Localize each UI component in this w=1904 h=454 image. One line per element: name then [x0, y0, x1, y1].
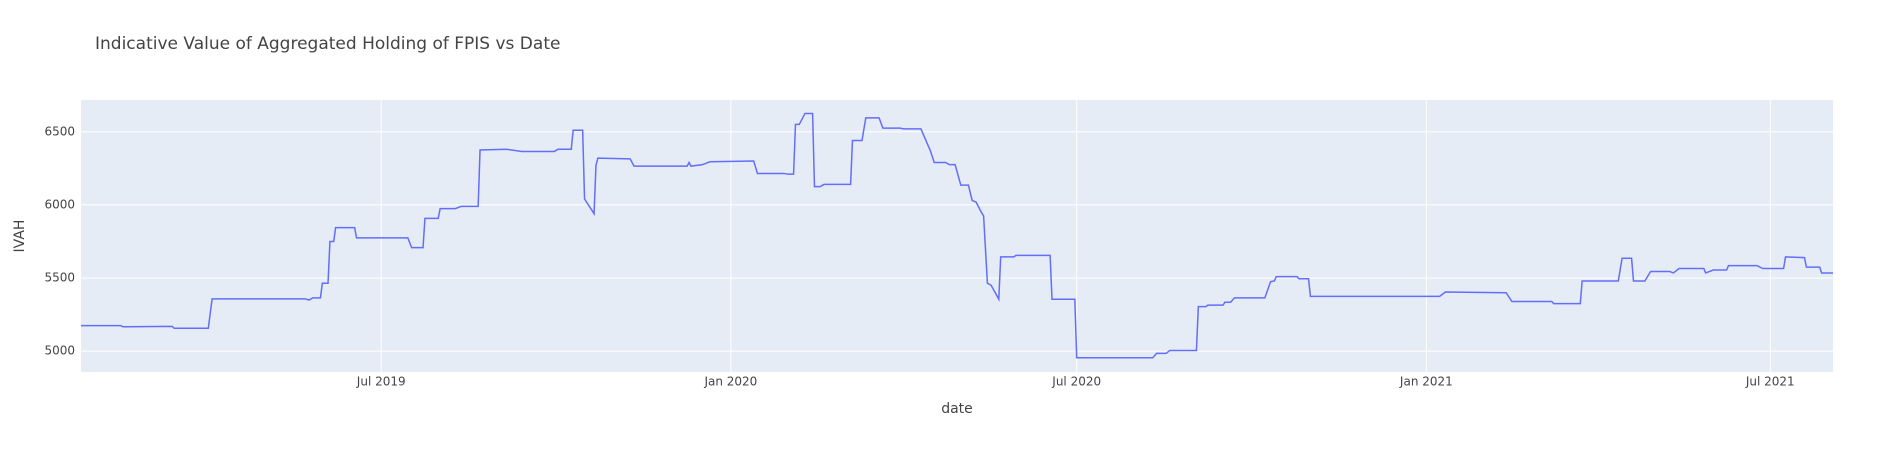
y-axis-title: IVAH: [12, 220, 28, 253]
x-axis-title: date: [941, 401, 973, 417]
chart-title: Indicative Value of Aggregated Holding o…: [95, 34, 560, 54]
x-tick-label: Jul 2019: [356, 375, 406, 389]
y-tick-label: 5000: [44, 344, 75, 358]
x-tick-label: Jul 2021: [1745, 375, 1795, 389]
y-tick-label: 6500: [44, 124, 75, 138]
x-tick-label: Jul 2020: [1051, 375, 1101, 389]
data-line: [81, 112, 1833, 359]
y-tick-label: 5500: [44, 271, 75, 285]
plot-background: [81, 100, 1833, 372]
x-tick-label: Jan 2020: [703, 375, 757, 389]
x-tick-label: Jan 2021: [1399, 375, 1453, 389]
y-tick-label: 6000: [44, 197, 75, 211]
